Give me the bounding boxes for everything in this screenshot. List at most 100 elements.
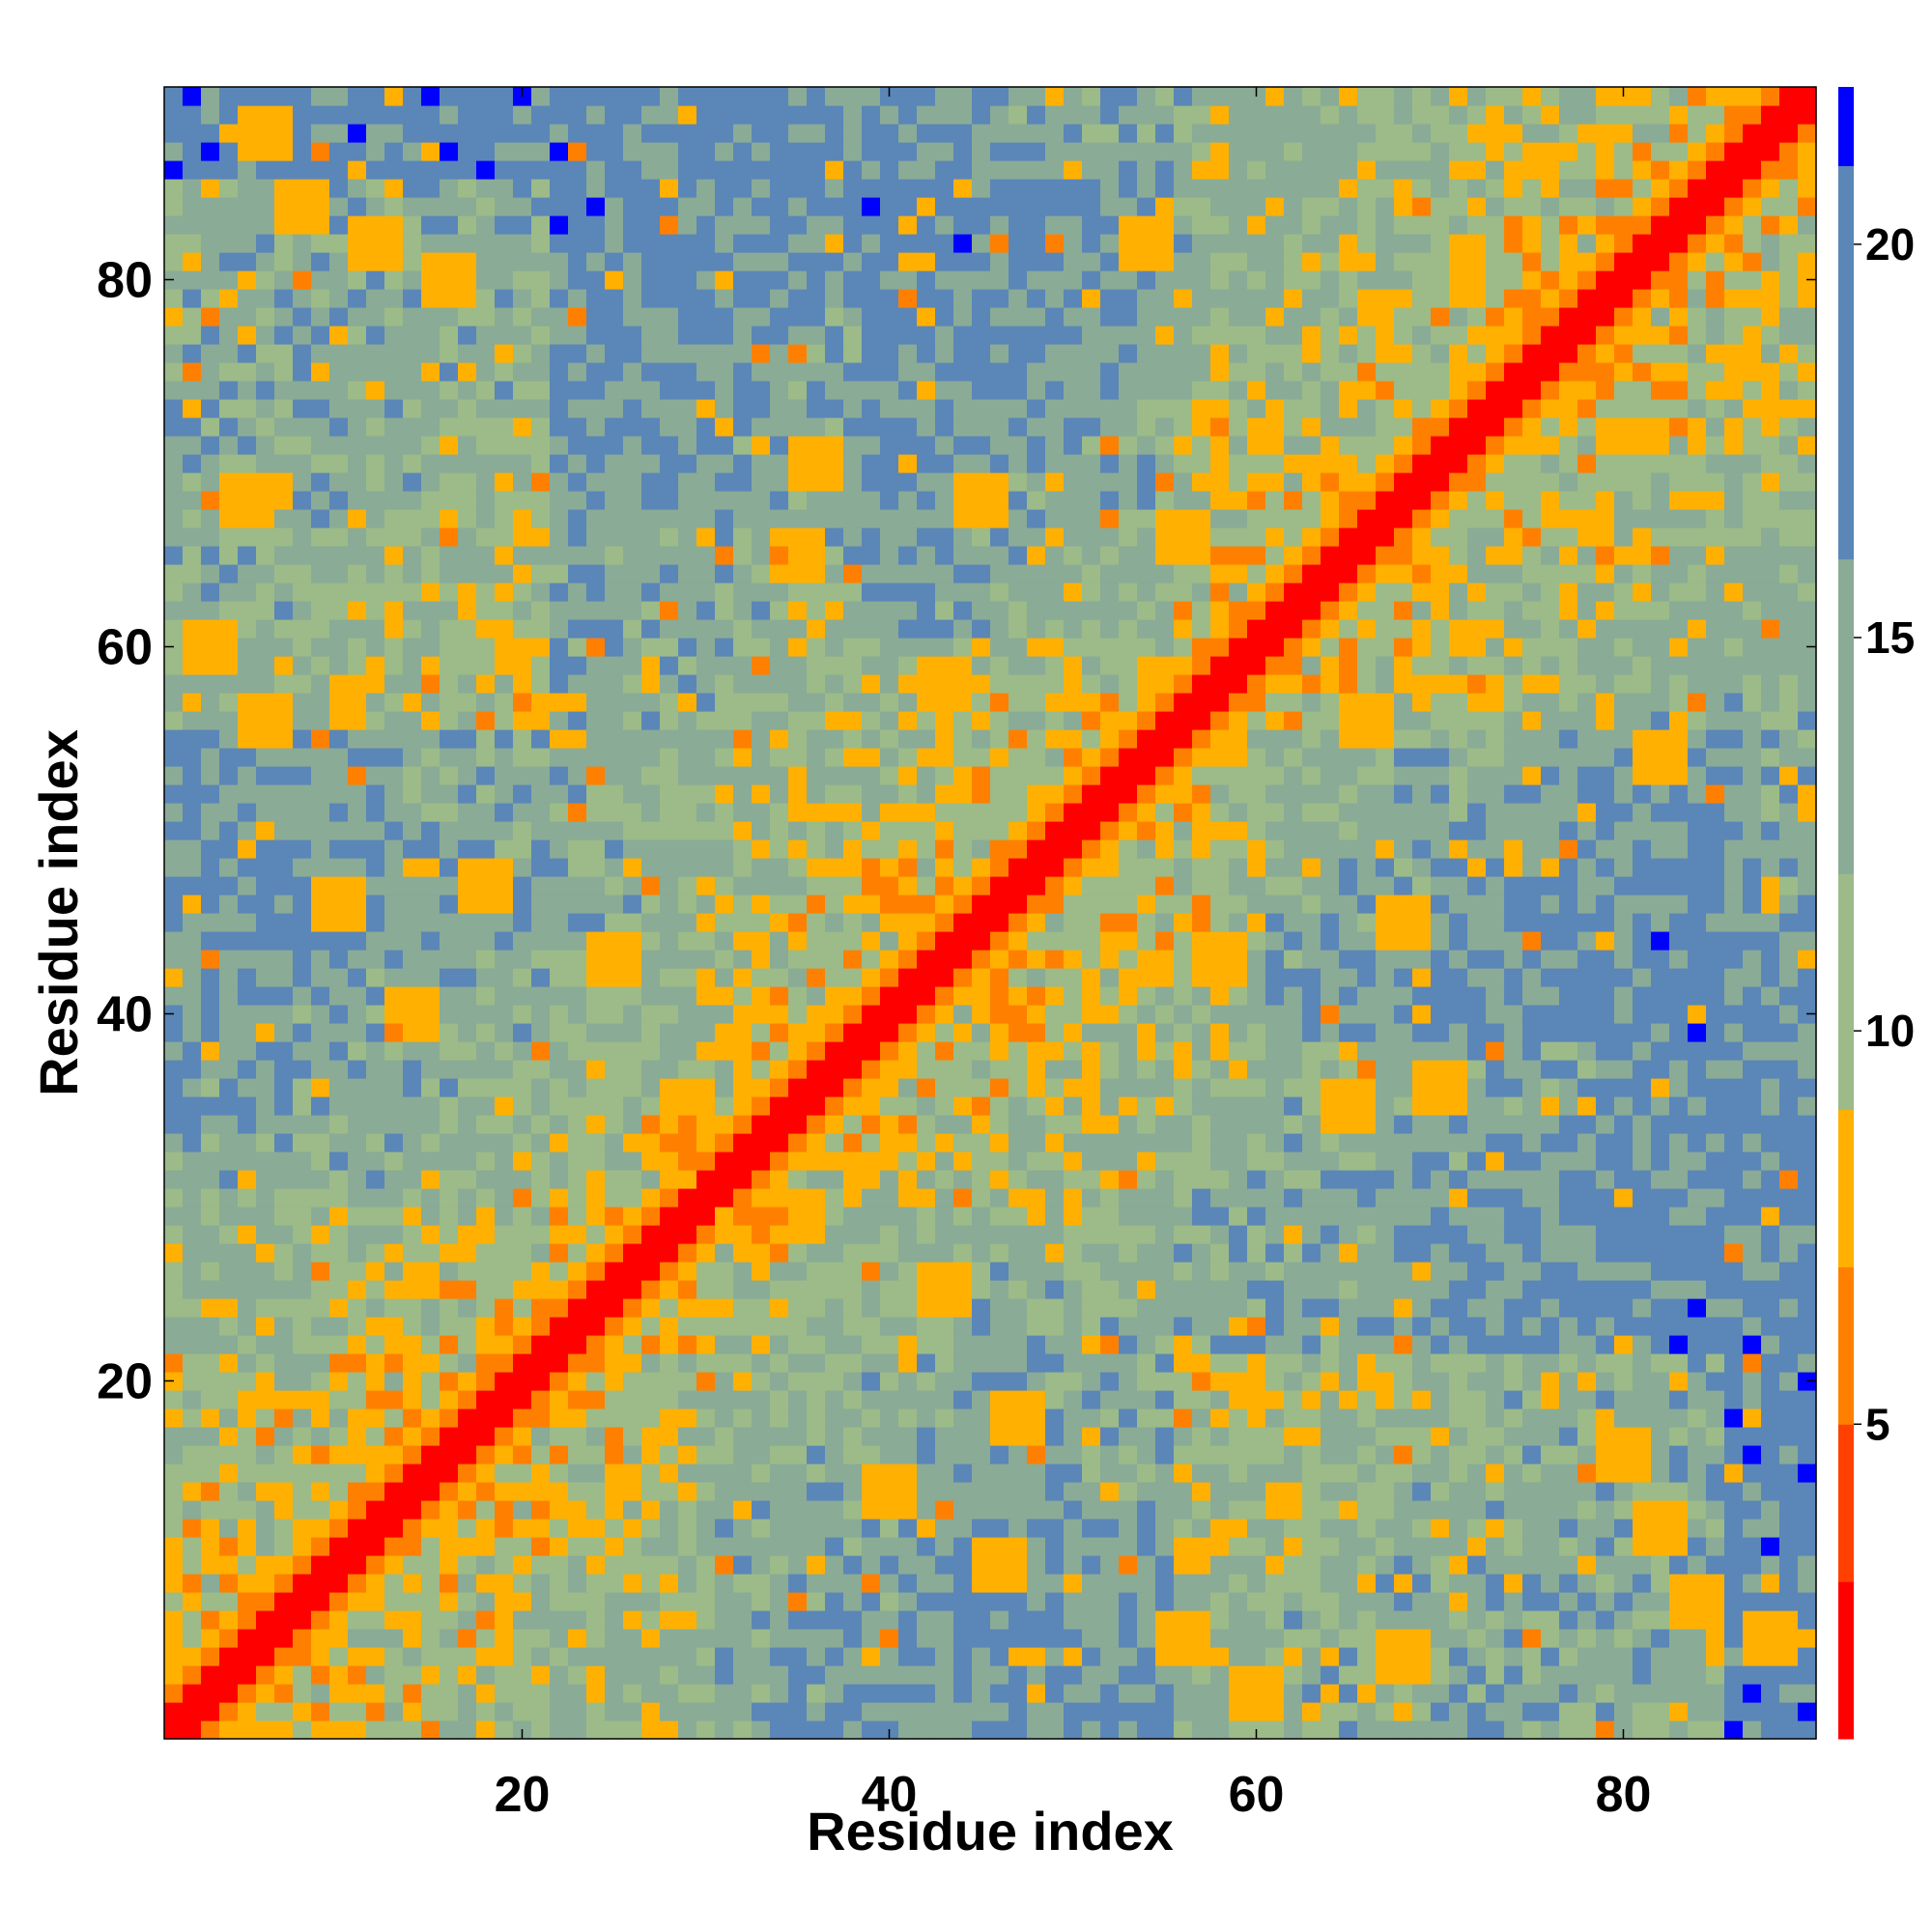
heatmap-cell bbox=[770, 1133, 789, 1152]
heatmap-cell bbox=[1155, 436, 1175, 455]
heatmap-cell bbox=[953, 1555, 973, 1575]
heatmap-cell bbox=[898, 895, 918, 914]
heatmap-cell bbox=[458, 601, 477, 620]
heatmap-cell bbox=[641, 289, 661, 308]
heatmap-cell bbox=[935, 693, 954, 712]
heatmap-cell bbox=[1119, 1096, 1138, 1116]
heatmap-cell bbox=[880, 858, 899, 877]
heatmap-cell bbox=[476, 1133, 496, 1152]
heatmap-cell bbox=[641, 1298, 661, 1318]
heatmap-cell bbox=[807, 748, 826, 767]
heatmap-cell bbox=[274, 1702, 294, 1721]
heatmap-cell bbox=[770, 87, 789, 106]
heatmap-cell bbox=[183, 1023, 202, 1042]
heatmap-cell bbox=[531, 1427, 551, 1446]
heatmap-cell bbox=[972, 1555, 991, 1575]
heatmap-cell bbox=[348, 1537, 367, 1556]
heatmap-cell bbox=[770, 1243, 789, 1263]
heatmap-cell bbox=[183, 674, 202, 694]
heatmap-cell bbox=[531, 1408, 551, 1428]
heatmap-cell bbox=[458, 546, 477, 565]
heatmap-cell bbox=[476, 509, 496, 528]
heatmap-cell bbox=[440, 472, 459, 492]
heatmap-cell bbox=[201, 1610, 220, 1630]
heatmap-cell bbox=[348, 1280, 367, 1299]
heatmap-cell bbox=[972, 1170, 991, 1189]
heatmap-cell bbox=[513, 821, 532, 840]
heatmap-cell bbox=[586, 638, 606, 657]
heatmap-cell bbox=[513, 1408, 532, 1428]
heatmap-cell bbox=[238, 748, 257, 767]
heatmap-cell bbox=[329, 656, 349, 675]
heatmap-cell bbox=[660, 252, 679, 271]
heatmap-cell bbox=[1027, 1519, 1046, 1538]
heatmap-cell bbox=[329, 546, 349, 565]
heatmap-cell bbox=[348, 748, 367, 767]
heatmap-cell bbox=[293, 399, 312, 418]
heatmap-cell bbox=[183, 1317, 202, 1336]
heatmap-cell bbox=[201, 1519, 220, 1538]
heatmap-cell bbox=[495, 1115, 514, 1134]
heatmap-cell bbox=[440, 582, 459, 602]
heatmap-cell bbox=[348, 1592, 367, 1611]
heatmap-cell bbox=[898, 858, 918, 877]
heatmap-cell bbox=[219, 436, 239, 455]
heatmap-cell bbox=[531, 1170, 551, 1189]
heatmap-cell bbox=[880, 1317, 899, 1336]
heatmap-cell bbox=[256, 1592, 275, 1611]
heatmap-cell bbox=[348, 215, 367, 235]
heatmap-cell bbox=[880, 1537, 899, 1556]
heatmap-cell bbox=[513, 1665, 532, 1685]
heatmap-cell bbox=[1174, 858, 1193, 877]
heatmap-cell bbox=[770, 1298, 789, 1318]
heatmap-cell bbox=[274, 913, 294, 932]
heatmap-cell bbox=[256, 986, 275, 1006]
heatmap-cell bbox=[1009, 582, 1028, 602]
heatmap-cell bbox=[917, 1225, 936, 1244]
heatmap-cell bbox=[678, 1280, 697, 1299]
heatmap-cell bbox=[825, 362, 844, 382]
heatmap-cell bbox=[183, 1041, 202, 1061]
heatmap-cell bbox=[715, 1702, 734, 1721]
heatmap-cell bbox=[733, 234, 753, 253]
heatmap-cell bbox=[1174, 1060, 1193, 1079]
heatmap-cell bbox=[550, 1060, 569, 1079]
heatmap-cell bbox=[1119, 1243, 1138, 1263]
heatmap-cell bbox=[696, 729, 716, 749]
heatmap-cell bbox=[1174, 1592, 1193, 1611]
heatmap-cell bbox=[1137, 87, 1156, 106]
heatmap-cell bbox=[678, 729, 697, 749]
heatmap-cell bbox=[384, 197, 404, 216]
heatmap-cell bbox=[917, 399, 936, 418]
heatmap-cell bbox=[1009, 215, 1028, 235]
heatmap-cell bbox=[1137, 1262, 1156, 1281]
heatmap-cell bbox=[531, 748, 551, 767]
heatmap-cell bbox=[513, 1188, 532, 1208]
heatmap-cell bbox=[293, 693, 312, 712]
heatmap-cell bbox=[238, 1280, 257, 1299]
heatmap-cell bbox=[1045, 1005, 1065, 1024]
heatmap-cell bbox=[531, 1188, 551, 1208]
heatmap-cell bbox=[1155, 1207, 1175, 1226]
heatmap-cell bbox=[256, 1463, 275, 1483]
heatmap-cell bbox=[458, 1170, 477, 1189]
heatmap-cell bbox=[696, 1463, 716, 1483]
heatmap-cell bbox=[807, 803, 826, 822]
heatmap-cell bbox=[164, 124, 184, 143]
heatmap-cell bbox=[568, 1060, 587, 1079]
heatmap-cell bbox=[990, 876, 1009, 895]
heatmap-cell bbox=[917, 1243, 936, 1263]
heatmap-cell bbox=[476, 142, 496, 161]
heatmap-cell bbox=[1027, 748, 1046, 767]
heatmap-cell bbox=[256, 454, 275, 473]
heatmap-cell bbox=[1082, 1702, 1101, 1721]
heatmap-cell bbox=[825, 1188, 844, 1208]
heatmap-cell bbox=[274, 124, 294, 143]
heatmap-cell bbox=[1174, 1574, 1193, 1593]
heatmap-cell bbox=[384, 766, 404, 785]
heatmap-cell bbox=[880, 950, 899, 969]
heatmap-cell bbox=[164, 1225, 184, 1244]
heatmap-cell bbox=[898, 1005, 918, 1024]
heatmap-cell bbox=[605, 729, 624, 749]
heatmap-cell bbox=[843, 1500, 863, 1520]
